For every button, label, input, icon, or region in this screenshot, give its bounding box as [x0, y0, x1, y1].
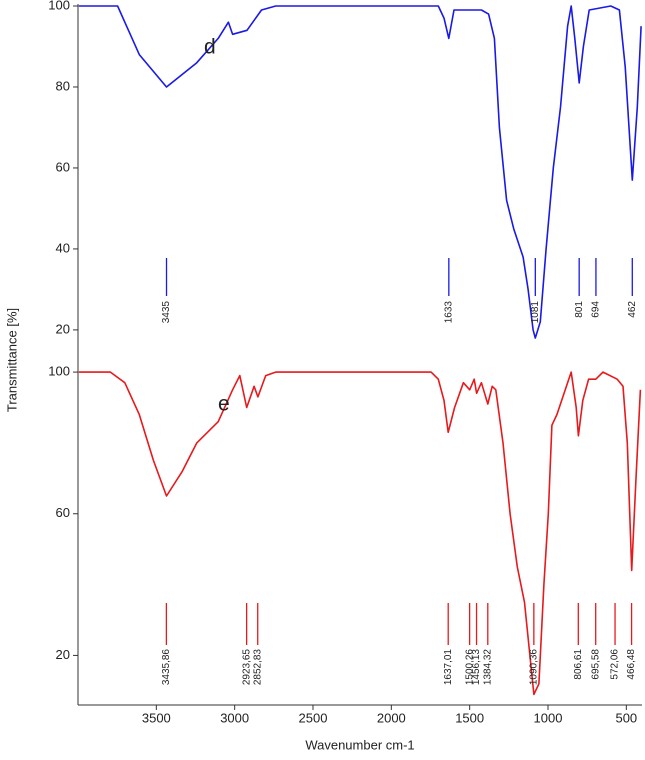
x-tick-label: 1000 [534, 710, 563, 725]
y-tick-label: 100 [48, 364, 70, 379]
x-tick-label: 1500 [455, 710, 484, 725]
peak-label: 695,58 [590, 649, 601, 680]
peak-label: 2852,83 [252, 649, 263, 686]
peak-label: 3435 [161, 301, 172, 324]
peak-label: 462 [627, 301, 638, 318]
x-tick-label: 3500 [142, 710, 171, 725]
peak-label: 466,48 [626, 649, 637, 680]
peak-label: 1637,01 [443, 649, 454, 686]
peak-label: 1633 [443, 301, 454, 324]
spectrum-line [78, 371, 642, 696]
panel-label: d [204, 36, 216, 59]
x-tick-label: 3000 [220, 710, 249, 725]
panel-label: e [218, 393, 230, 416]
x-tick-label: 2500 [299, 710, 328, 725]
spectrum-line [78, 5, 642, 339]
x-tick-label: 2000 [377, 710, 406, 725]
peak-label: 1456,13 [471, 649, 482, 686]
peak-label: 1090,36 [528, 649, 539, 686]
y-tick-label: 20 [56, 647, 70, 662]
peak-label: 806,61 [573, 649, 584, 680]
peak-label: 694 [591, 301, 602, 318]
y-axis-title: Transmittance [%] [4, 308, 19, 412]
peak-label: 1081 [530, 301, 541, 324]
peak-label: 1500,26 [464, 649, 475, 686]
x-axis-title: Wavenumber cm-1 [305, 737, 414, 752]
peak-label: 3435,86 [161, 649, 172, 686]
y-tick-label: 20 [56, 321, 70, 336]
peak-label: 801 [574, 301, 585, 318]
peak-label: 572,06 [610, 649, 621, 680]
peak-label: 2923,65 [241, 649, 252, 686]
peak-label: 1384,32 [482, 649, 493, 686]
y-tick-label: 60 [56, 505, 70, 520]
x-tick-label: 500 [615, 710, 637, 725]
y-tick-label: 60 [56, 159, 70, 174]
y-tick-label: 80 [56, 78, 70, 93]
y-tick-label: 100 [48, 0, 70, 12]
y-tick-label: 40 [56, 240, 70, 255]
